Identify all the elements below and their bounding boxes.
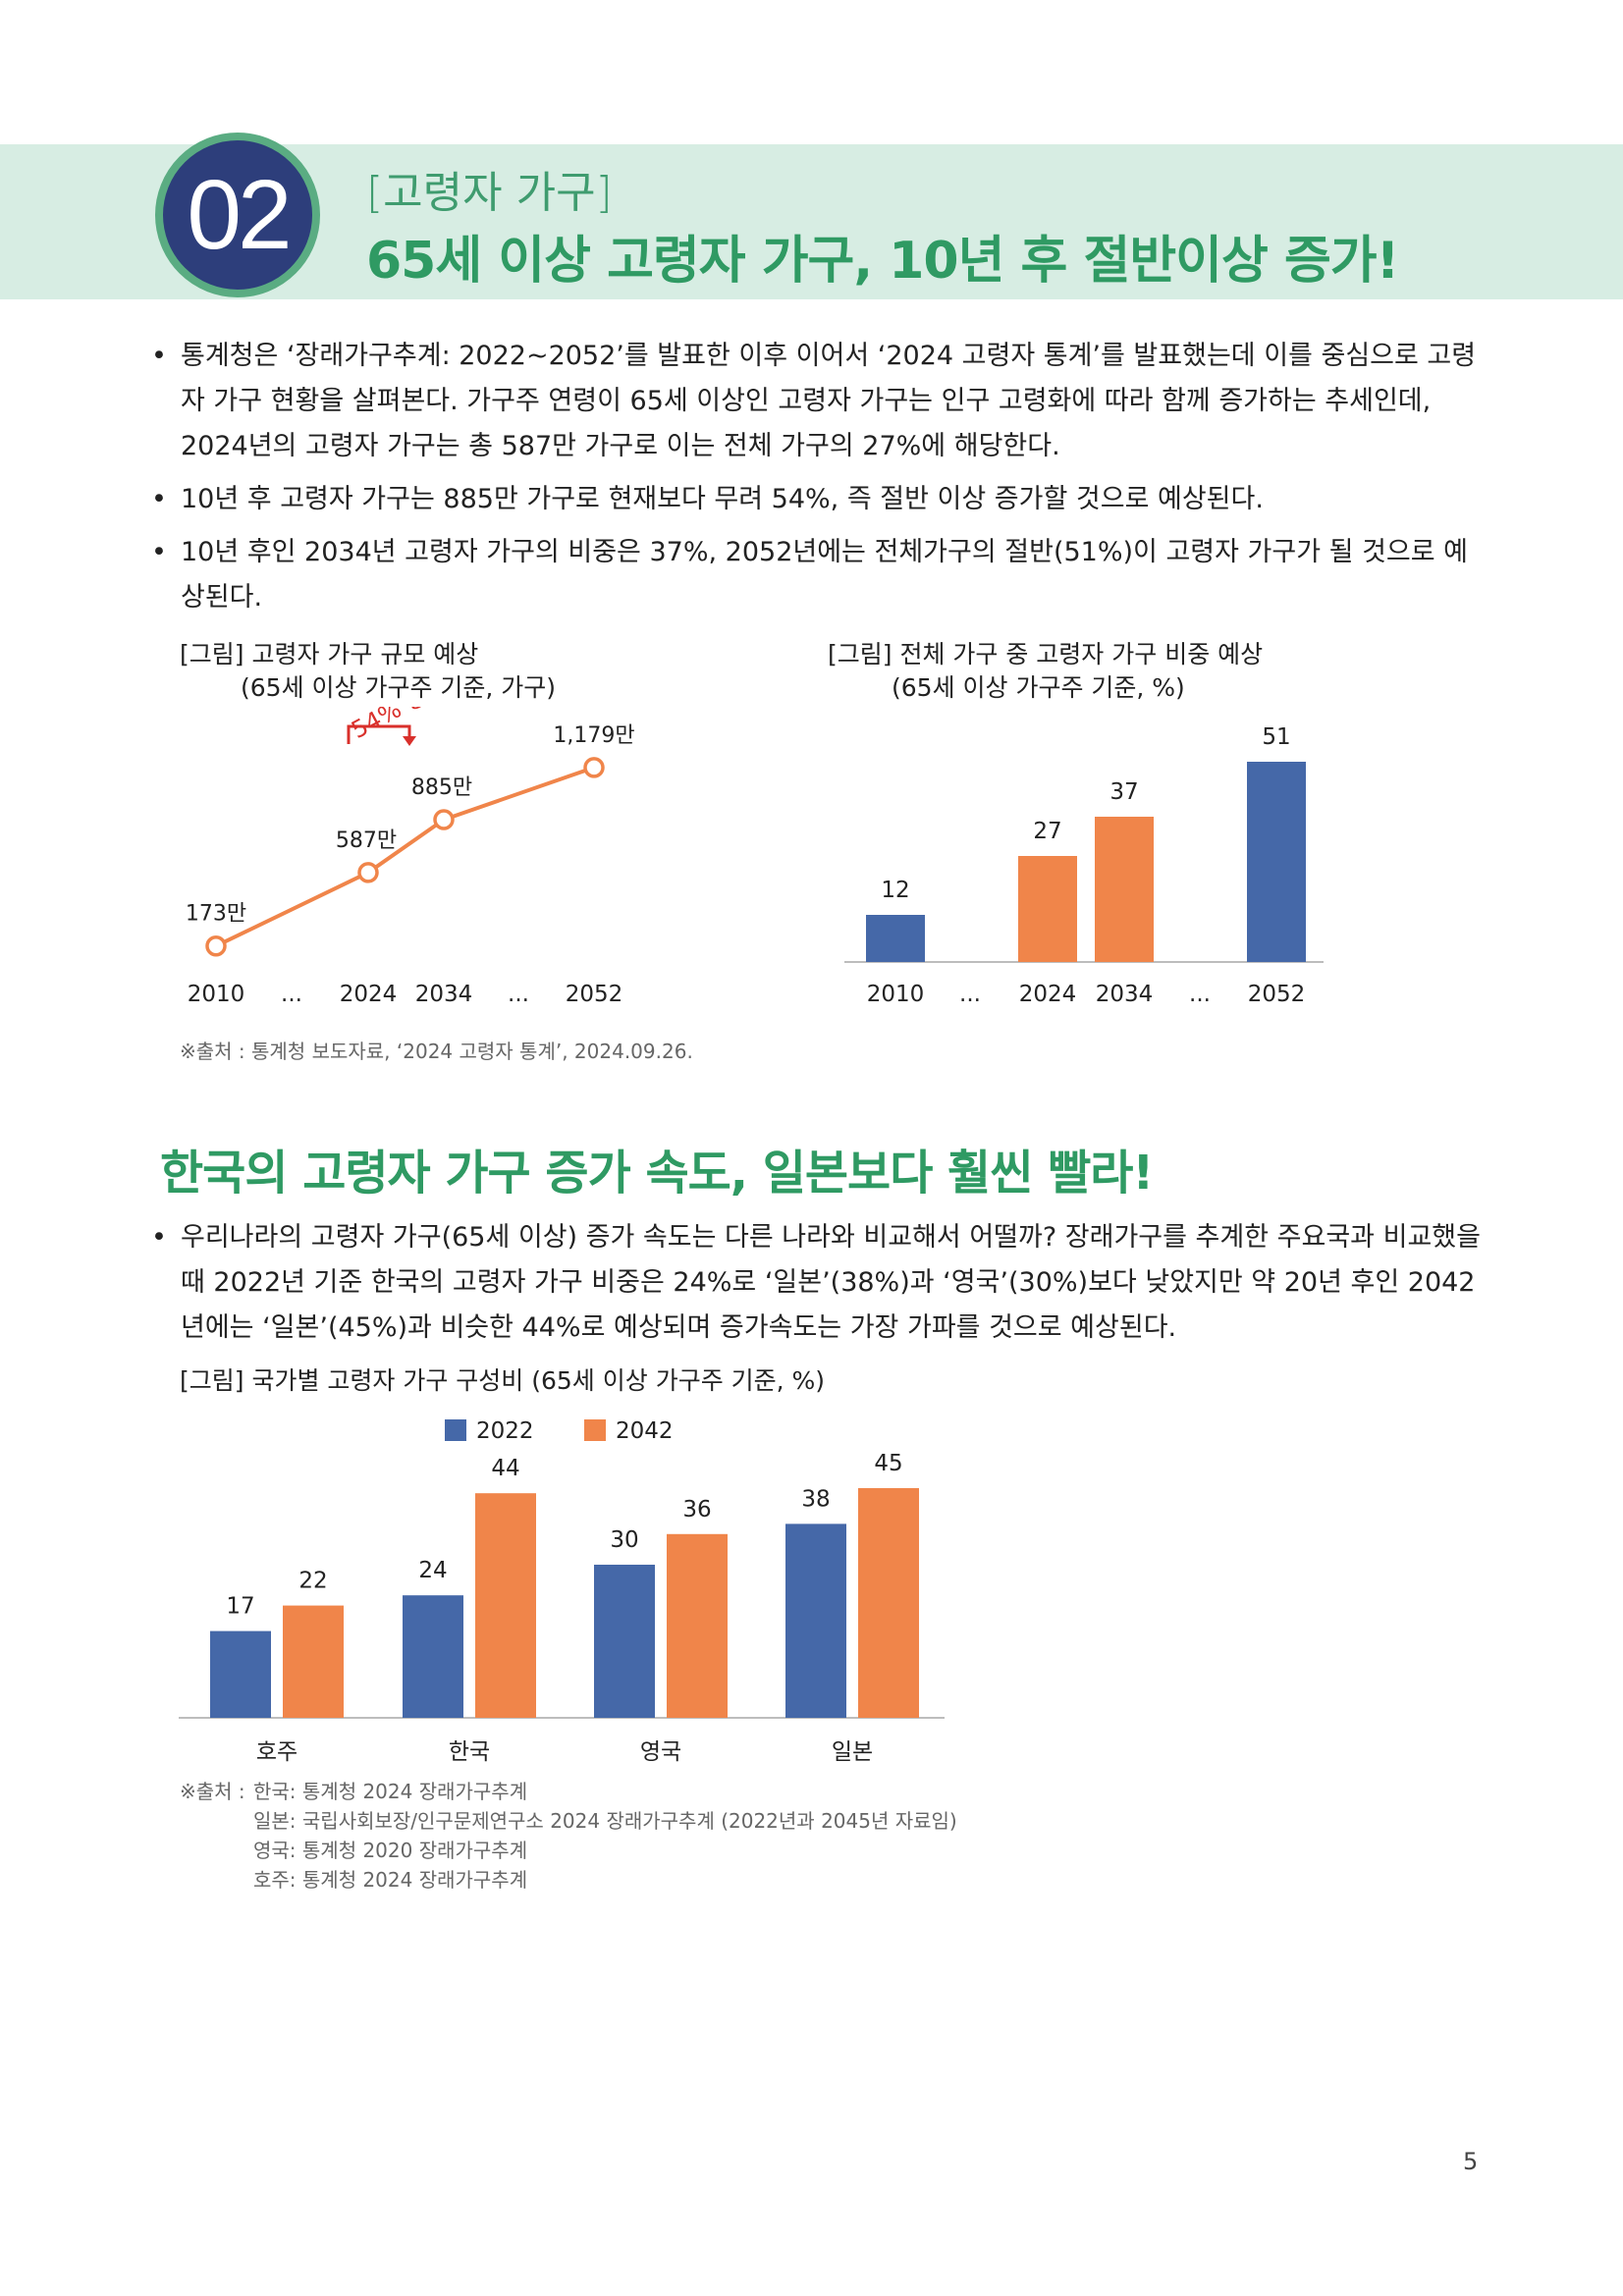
data-label: 27	[1033, 819, 1061, 844]
bar	[283, 1605, 344, 1718]
data-point	[357, 862, 379, 883]
elderly-households-line-chart: 173만 587만 885만 1,179만 2010... 2024 2034... 2052…	[186, 707, 635, 1007]
bullet-item: 통계청은 ‘장래가구추계: 2022~2052’를 발표한 이후 이어서 ‘20…	[145, 334, 1481, 469]
bar	[475, 1493, 536, 1718]
section-headline: 65세 이상 고령자 가구, 10년 후 절반이상 증가!	[366, 232, 1399, 291]
x-tick-label: 2010	[867, 982, 925, 1007]
data-label: 17	[226, 1594, 254, 1620]
section-kicker: [고령자 가구]	[366, 168, 613, 218]
legend-label: 2022	[476, 1418, 534, 1444]
data-label: 22	[298, 1569, 327, 1594]
bullet-item: 10년 후인 2034년 고령자 가구의 비중은 37%, 2052년에는 전체…	[145, 530, 1481, 620]
bar	[785, 1523, 846, 1718]
x-tick-label: 2024	[340, 982, 398, 1007]
data-label: 45	[874, 1451, 902, 1476]
source-line: 호주: 통계청 2024 장래가구추계	[253, 1868, 528, 1892]
section-number-badge: 02	[155, 133, 320, 297]
x-tick-label: 2034	[415, 982, 473, 1007]
series-line	[215, 765, 595, 948]
x-tick-label: 2010	[188, 982, 245, 1007]
legend-swatch	[584, 1419, 606, 1441]
bar	[403, 1595, 463, 1718]
legend-label: 2042	[616, 1418, 674, 1444]
increase-arrowhead	[403, 736, 416, 747]
bar	[667, 1533, 728, 1718]
bar	[1095, 817, 1154, 962]
data-label: 24	[418, 1558, 447, 1583]
bullet-item: 우리나라의 고령자 가구(65세 이상) 증가 속도는 다른 나라와 비교해서 …	[145, 1215, 1481, 1351]
x-tick-label: ...	[959, 982, 981, 1007]
category-label: 한국	[449, 1739, 490, 1765]
intro-bullets: 통계청은 ‘장래가구추계: 2022~2052’를 발표한 이후 이어서 ‘20…	[145, 334, 1481, 628]
data-label: 51	[1262, 724, 1290, 750]
data-label: 36	[682, 1497, 711, 1522]
data-point	[583, 757, 605, 778]
bar	[1247, 762, 1306, 962]
section2-title: 한국의 고령자 가구 증가 속도, 일본보다 훨씬 빨라!	[160, 1146, 1154, 1201]
data-label: 885만	[411, 775, 472, 800]
data-label: 37	[1109, 779, 1138, 805]
fig1-subcaption: (65세 이상 가구주 기준, 가구)	[241, 673, 557, 702]
source-line: 영국: 통계청 2020 장래가구추계	[253, 1839, 528, 1862]
x-tick-label: 2052	[566, 982, 623, 1007]
category-label: 영국	[640, 1739, 681, 1765]
source-line: 한국: 통계청 2024 장래가구추계	[253, 1780, 528, 1803]
bullet-item: 10년 후 고령자 가구는 885만 가구로 현재보다 무려 54%, 즉 절반…	[145, 477, 1481, 522]
section2-bullets: 우리나라의 고령자 가구(65세 이상) 증가 속도는 다른 나라와 비교해서 …	[145, 1215, 1481, 1359]
bar	[210, 1630, 271, 1718]
data-label: 173만	[186, 902, 246, 927]
country-comparison-bar-chart: 2022 2042 17 22 호주 24 44 한국 30 36 영국 38 45 일본	[179, 1418, 945, 1765]
data-label: 12	[881, 878, 909, 903]
data-label: 44	[491, 1456, 519, 1481]
fig2-subcaption: (65세 이상 가구주 기준, %)	[892, 673, 1185, 702]
x-tick-label: 2052	[1248, 982, 1306, 1007]
legend-swatch	[445, 1419, 466, 1441]
increase-bracket	[347, 724, 411, 745]
bar	[866, 915, 925, 962]
data-label: 1,179만	[553, 723, 634, 748]
category-label: 일본	[832, 1739, 873, 1765]
x-tick-label: 2024	[1019, 982, 1077, 1007]
category-label: 호주	[256, 1739, 298, 1765]
source-note-2-prefix: ※출처 :	[180, 1780, 245, 1803]
x-tick-label: 2034	[1096, 982, 1154, 1007]
x-tick-label: ...	[281, 982, 302, 1007]
data-label: 30	[610, 1527, 638, 1553]
page-number: 5	[1463, 2148, 1479, 2175]
x-tick-label: ...	[508, 982, 529, 1007]
elderly-share-bar-chart: 12 27 37 51 2010... 2024 2034... 2052	[844, 724, 1324, 1007]
fig3-caption: [그림] 국가별 고령자 가구 구성비 (65세 이상 가구주 기준, %)	[180, 1366, 826, 1395]
x-tick-label: ...	[1189, 982, 1211, 1007]
bar	[1018, 856, 1077, 962]
data-label: 38	[801, 1486, 830, 1512]
data-label: 587만	[336, 828, 397, 853]
section-number: 02	[187, 159, 292, 270]
fig2-caption: [그림] 전체 가구 중 고령자 가구 비중 예상	[828, 640, 1264, 668]
bar	[858, 1488, 919, 1718]
fig1-caption: [그림] 고령자 가구 규모 예상	[180, 640, 479, 668]
bar	[594, 1565, 655, 1718]
data-point	[205, 934, 227, 957]
source-line: 일본: 국립사회보장/인구문제연구소 2024 장래가구추계 (2022년과 2…	[253, 1809, 957, 1833]
source-note-1: ※출처 : 통계청 보도자료, ‘2024 고령자 통계’, 2024.09.2…	[180, 1040, 693, 1063]
data-point	[433, 809, 455, 830]
